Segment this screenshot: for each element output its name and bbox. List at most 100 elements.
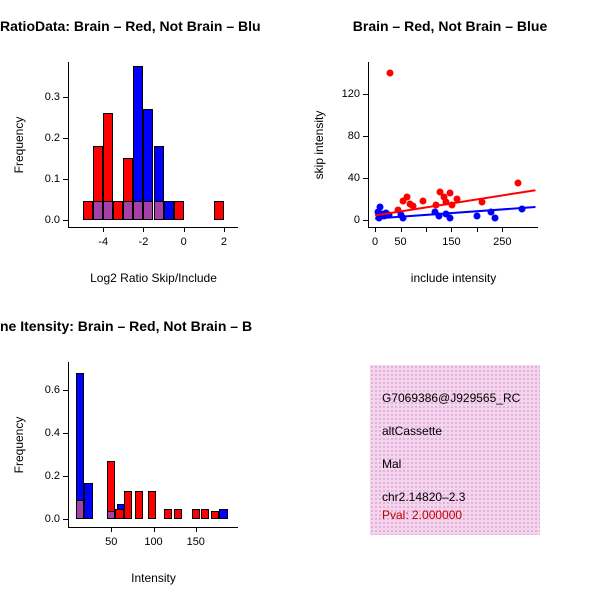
brain-red-point [399,197,407,205]
brain-red-bar [173,200,184,220]
brain-red-bar [113,200,124,220]
event-type-text: altCassette [382,424,443,438]
notbrain-blue-point [385,211,393,219]
red-fit-line [374,189,536,217]
overlap-bar [103,200,114,220]
y-tick [63,476,68,478]
x-tick-label: 150 [442,236,461,248]
notbrain-blue-bar [133,66,144,220]
x-tick-label: 50 [394,236,407,248]
panel-intensity-scatter: Brain – Red, Not Brain – Blue include in… [300,0,600,300]
y-tick [363,93,368,95]
x-axis-label-ratio: Log2 Ratio Skip/Include [90,271,217,285]
x-tick-label: -2 [138,236,149,248]
y-tick-label: 0.0 [44,213,60,226]
brain-red-point [406,200,414,208]
x-tick [400,227,402,232]
x-tick [103,227,105,232]
notbrain-blue-point [376,203,384,211]
notbrain-blue-point [473,212,481,220]
panel-log-ratio-histogram: RatioData: Brain – Red, Not Brain – Blu … [0,0,300,300]
x-tick [502,227,504,232]
y-axis-label-ratio: Frequency [12,116,26,173]
brain-red-bar [191,508,200,520]
brain-red-bar [210,510,220,520]
panel-gene-intensity-histogram: ne Itensity: Brain – Red, Not Brain – B … [0,300,300,600]
x-tick-label: 250 [493,236,512,248]
x-tick [195,527,197,532]
brain-red-bar [213,200,224,220]
x-tick [143,227,145,232]
notbrain-blue-point [491,214,499,222]
x-tick-label: 0 [180,236,187,248]
brain-red-point [453,195,461,203]
brain-red-bar [134,491,144,520]
brain-red-point [478,198,486,206]
probe-id-text: G7069386@J929565_RC [382,391,521,405]
y-tick [63,178,68,180]
notbrain-blue-point [431,208,439,216]
brain-red-bar [83,200,94,220]
x-axis-label-gene-intensity: Intensity [131,571,176,585]
x-tick-label: 50 [105,536,118,548]
y-axis-label-gene-intensity: Frequency [12,416,26,473]
x-tick [375,227,377,232]
y-tick [363,135,368,137]
overlap-bar [133,200,144,220]
brain-red-point [403,193,411,201]
x-tick [426,227,427,232]
overlap-bar [143,200,154,220]
x-tick [111,527,113,532]
y-tick [363,177,368,179]
y-tick-label: 0.4 [44,427,60,440]
brain-red-point [440,193,448,201]
chart-title-ratio-histogram: RatioData: Brain – Red, Not Brain – Blu [0,18,261,34]
notbrain-blue-bar [84,482,93,520]
brain-red-point [409,202,417,210]
x-tick-label: 0 [372,236,379,248]
brain-red-point [436,188,444,196]
notbrain-blue-bar [219,508,228,520]
brain-red-bar [123,491,133,520]
notbrain-blue-point [487,208,495,216]
overlap-bar [75,500,85,520]
notbrain-blue-point [518,205,526,213]
chart-title-gene-intensity: ne Itensity: Brain – Red, Not Brain – B [0,318,253,334]
notbrain-blue-point [435,212,443,220]
y-tick [63,519,68,521]
notbrain-blue-point [374,208,382,216]
y-tick [63,219,68,221]
brain-red-point [446,189,454,197]
pval-text: Pval: 2.000000 [382,508,463,522]
y-tick-label: 0.2 [44,131,60,144]
x-tick [153,527,155,532]
overlap-bar [107,510,116,520]
plot-area-scatter: include intensity skip intensity 0 50 150 2… [312,62,538,285]
y-tick-label: 0 [353,213,360,226]
y-tick-label: 0.2 [44,470,60,483]
y-tick [63,433,68,435]
x-axis-label-scatter: include intensity [410,271,497,285]
brain-red-point [419,197,427,205]
sample-label-text: Mal [382,457,402,471]
notbrain-blue-bar [75,372,85,520]
x-tick [183,227,185,232]
brain-red-bar [115,508,124,520]
overlap-bar [153,200,164,220]
overlap-bar [123,200,134,220]
y-tick-label: 0.6 [44,384,60,397]
x-tick-label: 100 [144,536,163,548]
y-tick [63,137,68,139]
regression-lines [374,189,536,220]
plot-area-gene-intensity: Intensity Frequency 50 100 150 0.0 0.2 0.4 0.6 [12,362,238,585]
notbrain-blue-point [446,214,454,222]
y-tick-label: 0.3 [44,90,60,103]
blue-fit-line [375,206,536,220]
overlap-bar [93,200,104,220]
brain-red-bar [200,508,210,520]
genome-location-text: chr2.14820–2.3 [382,490,466,504]
x-tick-label: -4 [98,236,109,248]
brain-red-point [514,179,522,187]
x-tick-label: 2 [220,236,227,248]
y-tick [63,390,68,392]
